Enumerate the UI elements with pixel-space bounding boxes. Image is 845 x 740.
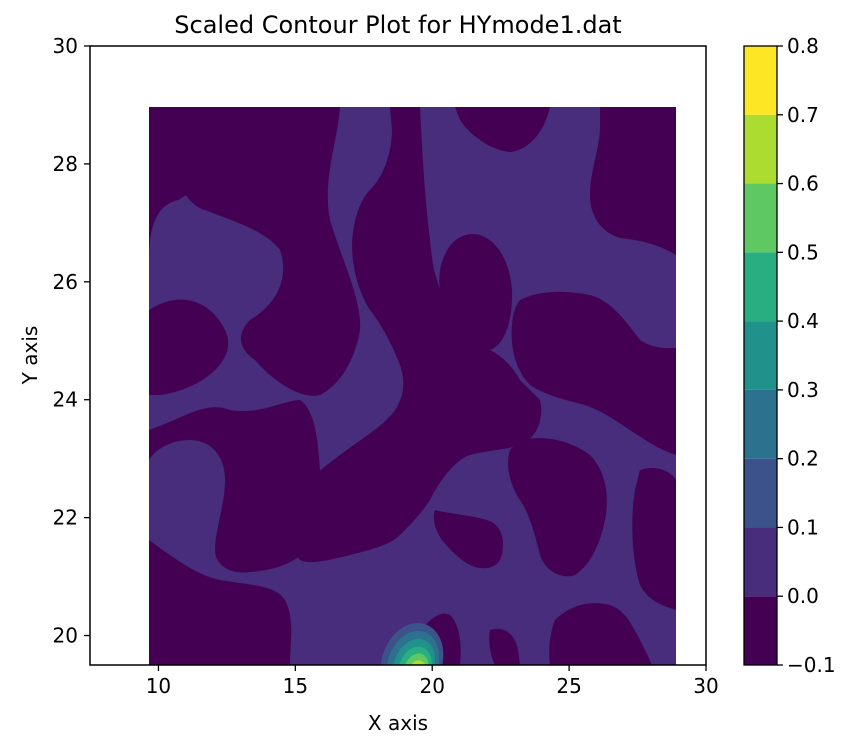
- colorbar-tick-label: 0.5: [787, 240, 819, 264]
- contour-region: [149, 400, 322, 573]
- colorbar-band: [744, 183, 777, 253]
- y-axis-label: Y axis: [18, 326, 42, 386]
- axes-frame: [89, 45, 707, 666]
- colorbar-frame: [743, 45, 778, 666]
- colorbar-tick-label: 0.6: [787, 172, 819, 196]
- colorbar-tick-label: 0.4: [787, 309, 819, 333]
- chart-title: Scaled Contour Plot for HYmode1.dat: [174, 11, 621, 39]
- contour-region: [511, 291, 676, 455]
- colorbar-tick-label: 0.2: [787, 447, 819, 471]
- colorbar-band: [744, 252, 777, 322]
- contour-region: [162, 107, 361, 396]
- x-tick-label: 15: [283, 674, 308, 698]
- colorbar-band: [744, 389, 777, 459]
- contour-region: [149, 299, 229, 395]
- y-axis: 20 22 24 26 28 30: [53, 34, 90, 648]
- y-tick-label: 20: [53, 624, 78, 648]
- contour-field: [149, 107, 676, 665]
- y-tick-label: 28: [53, 152, 78, 176]
- x-tick-label: 30: [693, 674, 718, 698]
- peak-contours: [380, 623, 444, 665]
- contour-region: [590, 107, 676, 255]
- y-tick-label: 30: [53, 34, 78, 58]
- colorbar-band: [744, 527, 777, 597]
- contour-region: [433, 510, 504, 569]
- y-tick-label: 24: [53, 388, 78, 412]
- contour-region: [149, 540, 292, 665]
- x-tick-label: 20: [419, 674, 444, 698]
- colorbar-tick-label: 0.8: [787, 34, 819, 58]
- x-tick-label: 25: [556, 674, 581, 698]
- colorbar-band: [744, 321, 777, 390]
- colorbar-tick-label: −0.1: [787, 653, 836, 677]
- x-tick-label: 10: [146, 674, 171, 698]
- contour-region: [283, 107, 542, 563]
- x-axis: 10 15 20 25 30: [146, 665, 719, 698]
- colorbar: −0.1 0.0 0.1 0.2 0.3 0.4 0.5 0.6 0.7 0.8: [743, 34, 836, 677]
- colorbar-band: [744, 458, 777, 528]
- colorbar-band: [744, 46, 777, 115]
- contour-region: [632, 468, 676, 610]
- colorbar-tick-label: 0.0: [787, 584, 819, 608]
- contour-region: [489, 628, 520, 665]
- contour-region: [439, 234, 513, 352]
- contour-region: [455, 107, 550, 152]
- x-axis-label: X axis: [368, 711, 428, 735]
- colorbar-band: [744, 596, 777, 665]
- colorbar-tick-label: 0.3: [787, 378, 819, 402]
- colorbar-band: [744, 114, 777, 184]
- contour-region: [549, 603, 652, 665]
- colorbar-tick-label: 0.7: [787, 103, 819, 127]
- contour-region: [508, 438, 607, 577]
- contour-low-regions: [149, 107, 676, 665]
- colorbar-tick-label: 0.1: [787, 515, 819, 539]
- y-tick-label: 26: [53, 270, 78, 294]
- y-tick-label: 22: [53, 506, 78, 530]
